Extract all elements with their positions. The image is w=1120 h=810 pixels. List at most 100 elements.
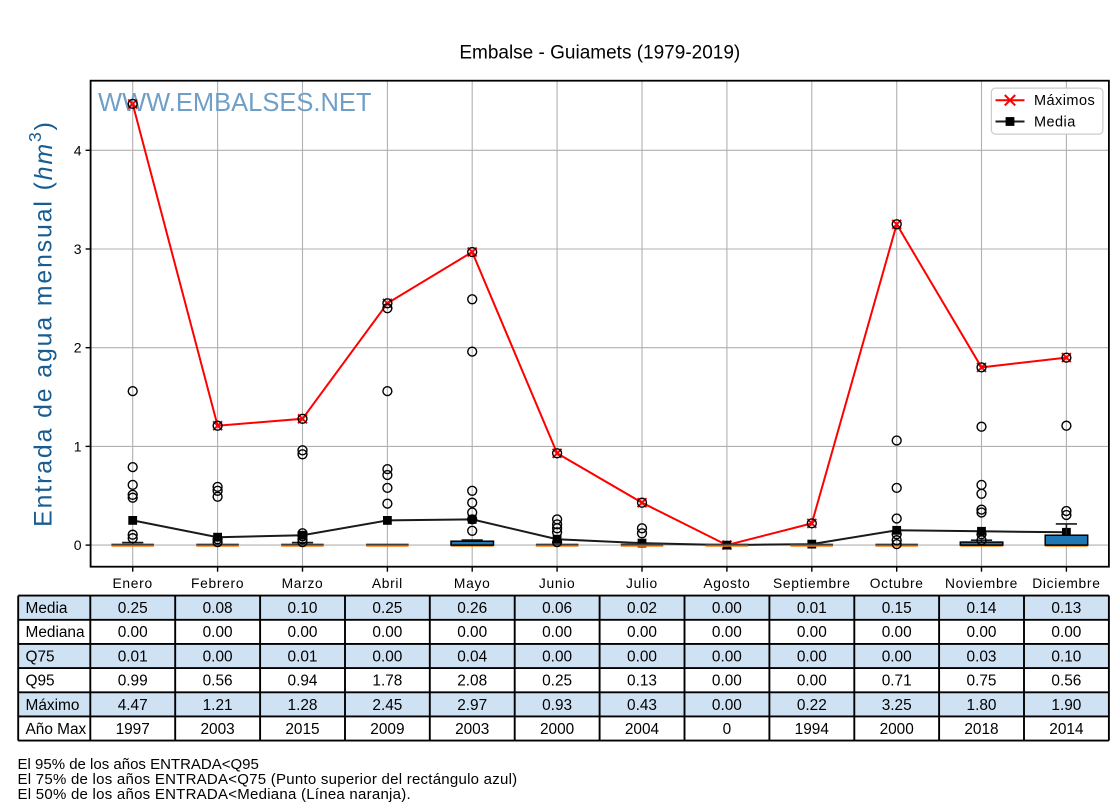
svg-text:0.00: 0.00 [712,600,742,617]
svg-text:0.01: 0.01 [797,600,827,617]
svg-text:Septiembre: Septiembre [773,576,851,591]
svg-text:0.00: 0.00 [712,648,742,665]
svg-text:4: 4 [74,142,82,158]
svg-text:2: 2 [74,340,82,356]
svg-text:0.00: 0.00 [288,624,318,641]
svg-text:0.26: 0.26 [457,600,487,617]
svg-text:0.02: 0.02 [627,600,657,617]
svg-text:Media: Media [1034,114,1076,130]
svg-text:2.97: 2.97 [457,697,487,714]
svg-text:1.90: 1.90 [1051,697,1081,714]
svg-text:0.08: 0.08 [203,600,233,617]
svg-text:1.78: 1.78 [372,673,402,690]
svg-text:Febrero: Febrero [191,576,244,591]
svg-text:0.71: 0.71 [882,673,912,690]
svg-text:2014: 2014 [1049,721,1084,738]
svg-text:2000: 2000 [540,721,574,738]
svg-text:0.00: 0.00 [797,624,827,641]
svg-text:2015: 2015 [285,721,319,738]
svg-text:El 75% de los años ENTRADA<Q75: El 75% de los años ENTRADA<Q75 (Punto su… [18,771,518,788]
svg-text:0.10: 0.10 [288,600,318,617]
svg-text:0.00: 0.00 [372,624,402,641]
svg-text:0.00: 0.00 [1051,624,1081,641]
svg-text:Entrada de agua mensual (hm3): Entrada de agua mensual (hm3) [25,120,58,527]
svg-text:Julio: Julio [626,576,658,591]
svg-text:0.00: 0.00 [118,624,148,641]
svg-text:0.10: 0.10 [1051,648,1081,665]
svg-text:1997: 1997 [116,721,150,738]
svg-text:0.00: 0.00 [712,624,742,641]
svg-text:3: 3 [74,241,82,257]
svg-text:0.25: 0.25 [542,673,572,690]
svg-text:2003: 2003 [200,721,234,738]
svg-text:2003: 2003 [455,721,489,738]
svg-text:Q75: Q75 [26,648,55,665]
svg-text:1994: 1994 [795,721,830,738]
svg-text:0.00: 0.00 [967,624,997,641]
svg-text:0.25: 0.25 [118,600,148,617]
svg-text:0.04: 0.04 [457,648,487,665]
svg-text:0: 0 [74,537,82,553]
svg-text:0.75: 0.75 [967,673,997,690]
svg-text:0.00: 0.00 [203,648,233,665]
svg-text:0.94: 0.94 [288,673,318,690]
svg-text:0.00: 0.00 [542,624,572,641]
svg-text:1.28: 1.28 [288,697,318,714]
svg-text:0.56: 0.56 [1051,673,1081,690]
svg-text:0.03: 0.03 [967,648,997,665]
svg-text:2009: 2009 [370,721,404,738]
svg-text:0.01: 0.01 [288,648,318,665]
svg-text:0.99: 0.99 [118,673,148,690]
svg-text:2018: 2018 [964,721,998,738]
svg-text:Año Max: Año Max [26,721,87,738]
svg-text:3.25: 3.25 [882,697,912,714]
svg-text:0.00: 0.00 [372,648,402,665]
svg-text:0.00: 0.00 [627,648,657,665]
svg-text:0.00: 0.00 [712,697,742,714]
svg-text:Q95: Q95 [26,673,55,690]
svg-text:1.21: 1.21 [203,697,233,714]
svg-text:0.13: 0.13 [627,673,657,690]
svg-text:Agosto: Agosto [703,576,750,591]
svg-text:Marzo: Marzo [282,576,324,591]
svg-text:0.14: 0.14 [967,600,997,617]
svg-text:Abril: Abril [372,576,403,591]
svg-text:Máximos: Máximos [1034,93,1095,109]
svg-text:0.93: 0.93 [542,697,572,714]
svg-text:0.22: 0.22 [797,697,827,714]
svg-text:0.15: 0.15 [882,600,912,617]
svg-text:El 50% de los años ENTRADA<Med: El 50% de los años ENTRADA<Mediana (Líne… [18,786,411,803]
svg-text:Máximo: Máximo [26,697,80,714]
svg-text:Media: Media [26,600,68,617]
svg-text:Mayo: Mayo [454,576,491,591]
svg-text:2000: 2000 [880,721,914,738]
svg-text:1.80: 1.80 [967,697,997,714]
svg-text:El 95% de los años ENTRADA<Q95: El 95% de los años ENTRADA<Q95 [18,756,259,773]
svg-text:1: 1 [74,438,82,454]
svg-text:2004: 2004 [625,721,660,738]
svg-text:Mediana: Mediana [26,624,85,641]
svg-text:0.13: 0.13 [1051,600,1081,617]
svg-text:0.00: 0.00 [203,624,233,641]
svg-text:0.06: 0.06 [542,600,572,617]
svg-text:0.00: 0.00 [627,624,657,641]
svg-text:0.00: 0.00 [542,648,572,665]
svg-text:Embalse - Guiamets (1979-2019): Embalse - Guiamets (1979-2019) [459,43,740,64]
svg-text:0.00: 0.00 [882,648,912,665]
svg-text:2.08: 2.08 [457,673,487,690]
svg-text:0.00: 0.00 [457,624,487,641]
svg-text:4.47: 4.47 [118,697,148,714]
svg-text:WWW.EMBALSES.NET: WWW.EMBALSES.NET [98,89,371,117]
svg-text:2.45: 2.45 [372,697,402,714]
svg-text:0.56: 0.56 [203,673,233,690]
svg-text:Enero: Enero [113,576,153,591]
svg-text:0.00: 0.00 [797,648,827,665]
svg-text:Junio: Junio [539,576,575,591]
svg-text:Octubre: Octubre [870,576,924,591]
svg-text:0.00: 0.00 [882,624,912,641]
svg-text:0.43: 0.43 [627,697,657,714]
svg-text:0.00: 0.00 [712,673,742,690]
svg-text:0.01: 0.01 [118,648,148,665]
svg-text:0: 0 [723,721,732,738]
svg-text:Noviembre: Noviembre [945,576,1018,591]
